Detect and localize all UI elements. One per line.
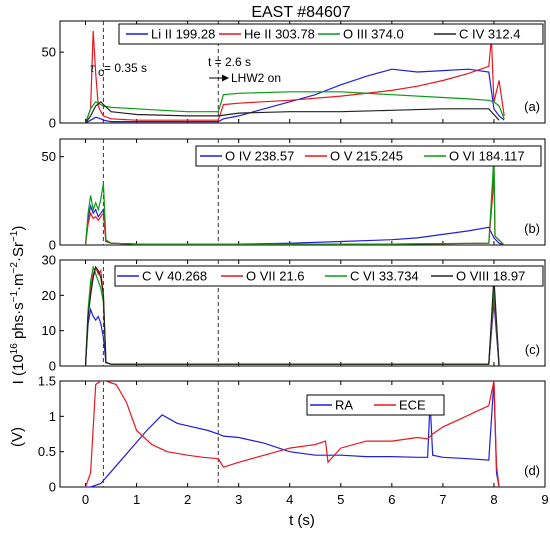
legend-entry: ECE <box>399 398 426 413</box>
x-tick-label: 1 <box>133 492 140 507</box>
lhw-arrow-head <box>222 74 229 82</box>
legend-entry: O IV 238.57 <box>225 149 294 164</box>
legend-box <box>195 145 542 167</box>
series-line-c-iv-312-4 <box>85 100 500 123</box>
x-tick-label: 7 <box>439 492 446 507</box>
svg-text:t = 2.6 s: t = 2.6 s <box>208 55 251 69</box>
tau-annotation: τ c = 0.35 s <box>90 61 147 79</box>
panel-c: 0 10 20 30 C V 40.268 O VII 21.6 C VI 33.734 O … <box>42 253 546 374</box>
legend-entry: O V 215.245 <box>330 149 403 164</box>
series-line-c-v-40-268 <box>84 302 500 366</box>
legend-entry: C IV 312.4 <box>459 27 520 42</box>
y-tick-label: 0 <box>49 238 56 253</box>
series-line-he-ii-303-78 <box>84 30 505 123</box>
y-tick-label: 30 <box>42 253 56 268</box>
series-group <box>84 381 500 487</box>
y-tick-label: 0.5 <box>38 444 56 459</box>
x-tick-label: 5 <box>337 492 344 507</box>
x-tick-label: 9 <box>541 492 548 507</box>
series-group <box>84 264 500 366</box>
y-tick-label: 0 <box>49 480 56 495</box>
legend: O IV 238.57 O V 215.245 O VI 184.117 <box>195 145 542 167</box>
series-group <box>84 153 505 245</box>
panel-label: (d) <box>524 463 540 478</box>
plot-frame <box>59 20 546 124</box>
panel-a: 0 50 Li II 199.28 He II 303.78 O III 374.0 C … <box>42 20 546 131</box>
series-line-o-viii-18-97 <box>84 265 500 366</box>
x-tick-label: 4 <box>286 492 293 507</box>
svg-text:LHW2 on: LHW2 on <box>231 71 281 85</box>
series-line-ra <box>85 381 500 487</box>
legend-entry: C VI 33.734 <box>350 269 419 284</box>
series-line-o-v-215-245 <box>84 165 505 245</box>
y-tick-label: 1.5 <box>38 374 56 389</box>
panel-b: 0 50 O IV 238.57 O V 215.245 O VI 184.117 (b) <box>42 138 546 253</box>
y-tick-label: 50 <box>42 45 56 60</box>
x-tick-label: 0 <box>82 492 89 507</box>
plot-frame <box>59 259 546 367</box>
legend-entry: O VII 21.6 <box>246 269 305 284</box>
x-tick-label: 8 <box>490 492 497 507</box>
panel-label: (c) <box>525 342 540 357</box>
svg-text:τ: τ <box>90 61 96 75</box>
svg-text:= 0.35 s: = 0.35 s <box>104 61 147 75</box>
legend-entry: O VIII 18.97 <box>456 269 525 284</box>
legend-entry: O III 374.0 <box>343 27 404 42</box>
x-axis-label: t (s) <box>289 512 315 529</box>
y-tick-label: 0 <box>49 116 56 131</box>
legend-entry: He II 303.78 <box>244 27 315 42</box>
panel-label: (a) <box>524 99 540 114</box>
legend-entry: RA <box>335 398 353 413</box>
x-tick-label: 3 <box>235 492 242 507</box>
series-line-o-iv-238-57 <box>84 203 505 245</box>
series-line-o-iii-374-0 <box>84 91 505 123</box>
x-tick-label: 6 <box>388 492 395 507</box>
y-tick-label: 50 <box>42 149 56 164</box>
series-line-ece <box>84 381 500 487</box>
legend-entry: Li II 199.28 <box>151 27 215 42</box>
y-tick-label: 1 <box>49 409 56 424</box>
figure-title: EAST #84607 <box>251 4 350 21</box>
legend-entry: C V 40.268 <box>142 269 207 284</box>
legend: RA ECE <box>306 394 445 416</box>
y-axis-label-volts: (V) <box>9 427 26 447</box>
series-line-o-vi-184-117 <box>84 153 505 245</box>
legend: C V 40.268 O VII 21.6 C VI 33.734 O VIII 18… <box>114 265 544 287</box>
svg-text:c: c <box>98 65 104 79</box>
y-tick-label: 10 <box>42 323 56 338</box>
x-tick-label: 2 <box>184 492 191 507</box>
y-axis-label-intensity: I (1016 phs·s−1·m−2·Sr−1) <box>9 226 27 385</box>
plot-frame <box>59 138 546 246</box>
panel-label: (b) <box>524 221 540 236</box>
y-tick-label: 20 <box>42 288 56 303</box>
series-group <box>84 30 505 123</box>
legend-entry: O VI 184.117 <box>449 149 525 164</box>
plot-frame <box>59 380 546 488</box>
panel-d: 0 1 2 3 4 5 6 7 8 9 0 0.5 1 1.5 RA ECE (d) <box>38 374 549 508</box>
y-tick-label: 0 <box>49 359 56 374</box>
legend: Li II 199.28 He II 303.78 O III 374.0 C IV … <box>118 23 544 45</box>
lhw-annotation: t = 2.6 s LHW2 on <box>208 55 281 85</box>
